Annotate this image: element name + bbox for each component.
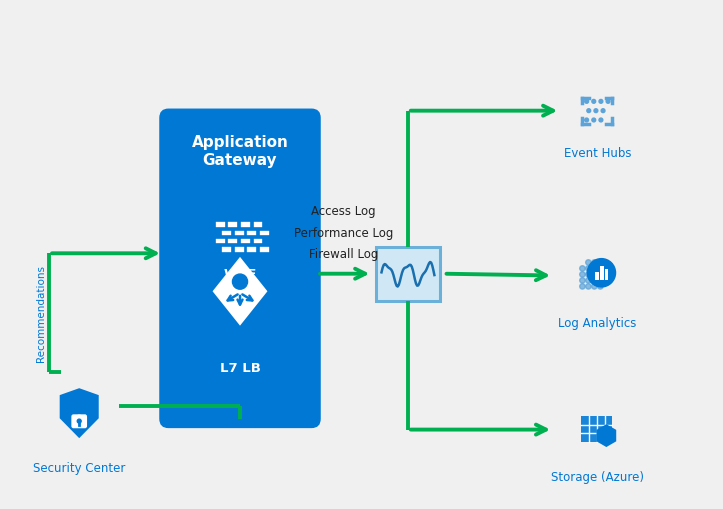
Bar (240, 238, 251, 245)
Circle shape (598, 266, 603, 272)
Bar (259, 247, 270, 253)
Circle shape (586, 260, 591, 266)
Circle shape (598, 278, 603, 284)
Circle shape (586, 272, 591, 277)
Circle shape (580, 272, 585, 277)
Text: L7 LB: L7 LB (220, 361, 260, 374)
Circle shape (591, 284, 597, 290)
Text: Recommendations: Recommendations (35, 265, 46, 361)
Circle shape (591, 272, 597, 277)
Circle shape (592, 119, 596, 123)
Circle shape (580, 278, 585, 284)
Text: WAF: WAF (223, 267, 257, 280)
Circle shape (586, 278, 591, 284)
Text: Firewall Log: Firewall Log (309, 248, 378, 261)
Text: Storage (Azure): Storage (Azure) (551, 470, 644, 483)
Bar (215, 222, 226, 229)
Bar (581, 416, 612, 442)
Bar (228, 238, 239, 245)
Bar (596, 272, 599, 281)
Text: Access Log: Access Log (312, 205, 376, 218)
Circle shape (594, 109, 598, 114)
Circle shape (601, 109, 605, 114)
Circle shape (606, 100, 610, 104)
FancyBboxPatch shape (376, 247, 440, 301)
Polygon shape (596, 425, 616, 447)
Text: Security Center: Security Center (33, 461, 125, 474)
Circle shape (77, 419, 81, 423)
Circle shape (598, 284, 603, 290)
Circle shape (591, 278, 597, 284)
Circle shape (587, 109, 591, 114)
Text: Event Hubs: Event Hubs (564, 147, 631, 159)
Bar (259, 230, 270, 237)
Circle shape (233, 274, 247, 290)
Polygon shape (60, 388, 99, 438)
Circle shape (598, 272, 603, 277)
Bar (215, 238, 226, 245)
Bar (600, 266, 604, 281)
Circle shape (585, 119, 589, 123)
Bar (252, 238, 263, 245)
Bar (247, 247, 257, 253)
Bar (234, 230, 244, 237)
Circle shape (591, 260, 597, 266)
Text: Application
Gateway: Application Gateway (192, 134, 288, 167)
Circle shape (586, 266, 591, 272)
Polygon shape (213, 258, 268, 326)
Circle shape (585, 100, 589, 104)
Bar (221, 247, 232, 253)
Circle shape (580, 266, 585, 272)
Circle shape (599, 119, 603, 123)
Bar (252, 222, 263, 229)
Bar (247, 230, 257, 237)
Text: Alerts: Alerts (184, 389, 217, 399)
Bar (228, 222, 239, 229)
Circle shape (587, 259, 615, 288)
Circle shape (591, 266, 597, 272)
Text: Log Analytics: Log Analytics (558, 316, 636, 329)
Bar (221, 230, 232, 237)
FancyBboxPatch shape (72, 414, 87, 429)
Bar (604, 270, 608, 281)
Circle shape (580, 284, 585, 290)
Bar (234, 247, 244, 253)
Circle shape (599, 100, 603, 104)
Circle shape (592, 100, 596, 104)
Bar (240, 222, 251, 229)
FancyBboxPatch shape (160, 110, 320, 428)
Text: Performance Log: Performance Log (294, 227, 393, 240)
Circle shape (586, 284, 591, 290)
